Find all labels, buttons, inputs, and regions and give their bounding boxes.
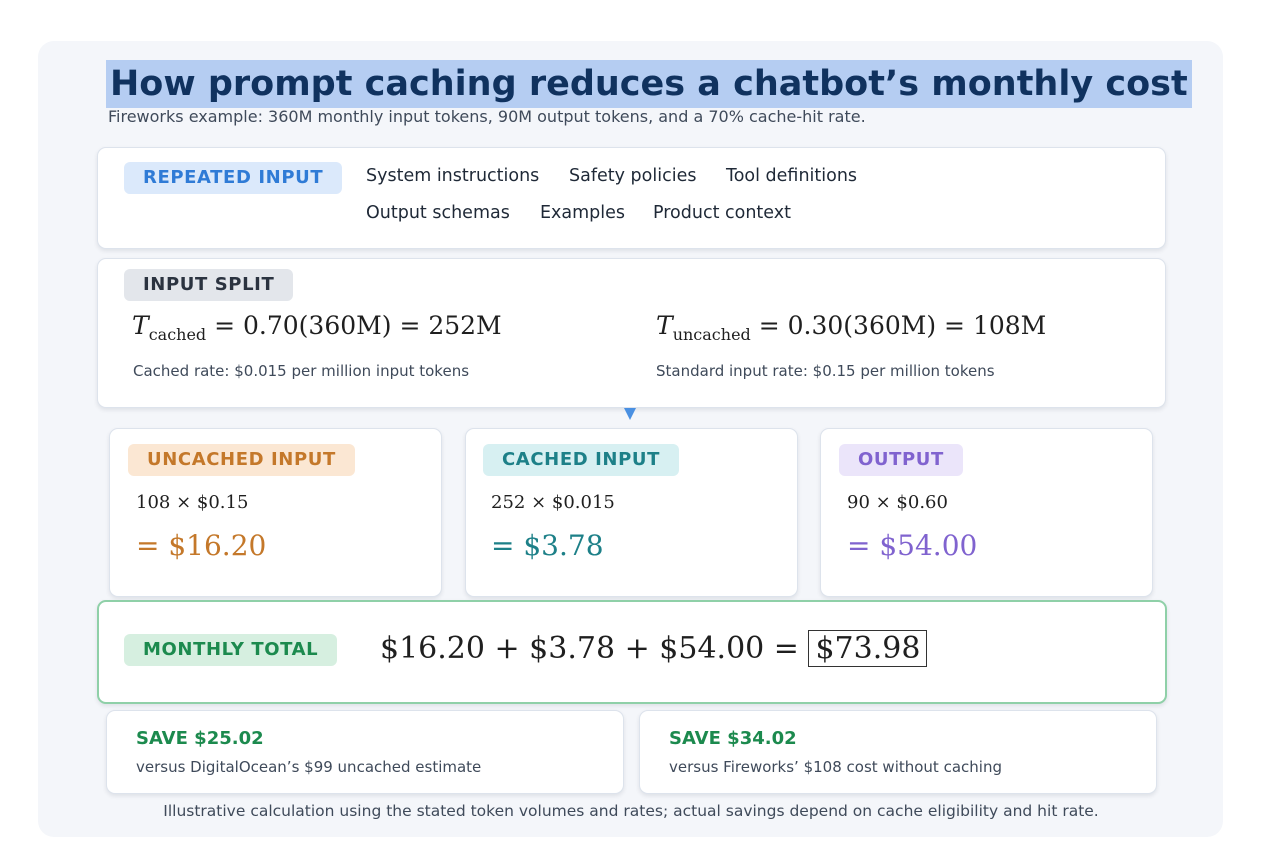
repeated-item-tool-definitions: Tool definitions (726, 166, 858, 186)
uncached-cost-result: = $16.20 (136, 529, 267, 562)
page-title: How prompt caching reduces a chatbot’s m… (106, 60, 1192, 108)
savings-title-digitalocean: SAVE $25.02 (136, 728, 264, 749)
output-cost-formula: 90 × $0.60 (847, 492, 948, 513)
cached-cost-formula: 252 × $0.015 (491, 492, 615, 513)
uncached-cost-formula: 108 × $0.15 (136, 492, 249, 513)
output-cost-result: = $54.00 (847, 529, 978, 562)
cached-sub: cached (148, 325, 207, 344)
uncached-sub: uncached (672, 325, 751, 344)
monthly-total-expression: $16.20 + $3.78 + $54.00 = (380, 631, 799, 666)
savings-text-fireworks: versus Fireworks’ $108 cost without cach… (669, 758, 1002, 776)
footer-note: Illustrative calculation using the state… (163, 802, 1099, 820)
uncached-eq: = 0.30(360M) = 108M (750, 311, 1047, 340)
repeated-item-system-instructions: System instructions (366, 166, 540, 186)
repeated-item-output-schemas: Output schemas (366, 203, 510, 223)
cached-var: T (132, 311, 149, 340)
monthly-total-equation: $16.20 + $3.78 + $54.00 = $73.98 (380, 630, 928, 667)
cached-token-equation: Tcached = 0.70(360M) = 252M (132, 311, 502, 344)
input-split-label: INPUT SPLIT (124, 269, 294, 301)
repeated-input-label: REPEATED INPUT (124, 162, 343, 194)
savings-card-fireworks (639, 710, 1157, 794)
page-subtitle: Fireworks example: 360M monthly input to… (108, 107, 866, 126)
down-arrow-icon (624, 408, 636, 420)
repeated-item-safety-policies: Safety policies (569, 166, 697, 186)
savings-card-digitalocean (106, 710, 624, 794)
repeated-item-product-context: Product context (653, 203, 791, 223)
cached-cost-label: CACHED INPUT (483, 444, 679, 476)
uncached-cost-label: UNCACHED INPUT (128, 444, 355, 476)
cached-cost-result: = $3.78 (491, 529, 604, 562)
output-cost-label: OUTPUT (839, 444, 963, 476)
monthly-total-label: MONTHLY TOTAL (124, 634, 338, 666)
repeated-item-examples: Examples (540, 203, 626, 223)
savings-title-fireworks: SAVE $34.02 (669, 728, 797, 749)
uncached-var: T (656, 311, 673, 340)
input-split-card (97, 258, 1166, 408)
uncached-token-equation: Tuncached = 0.30(360M) = 108M (656, 311, 1046, 344)
standard-rate-note: Standard input rate: $0.15 per million t… (656, 362, 995, 380)
cached-rate-note: Cached rate: $0.015 per million input to… (133, 362, 470, 380)
monthly-total-value: $73.98 (808, 630, 928, 667)
cached-eq: = 0.70(360M) = 252M (206, 311, 502, 340)
savings-text-digitalocean: versus DigitalOcean’s $99 uncached estim… (136, 758, 482, 776)
